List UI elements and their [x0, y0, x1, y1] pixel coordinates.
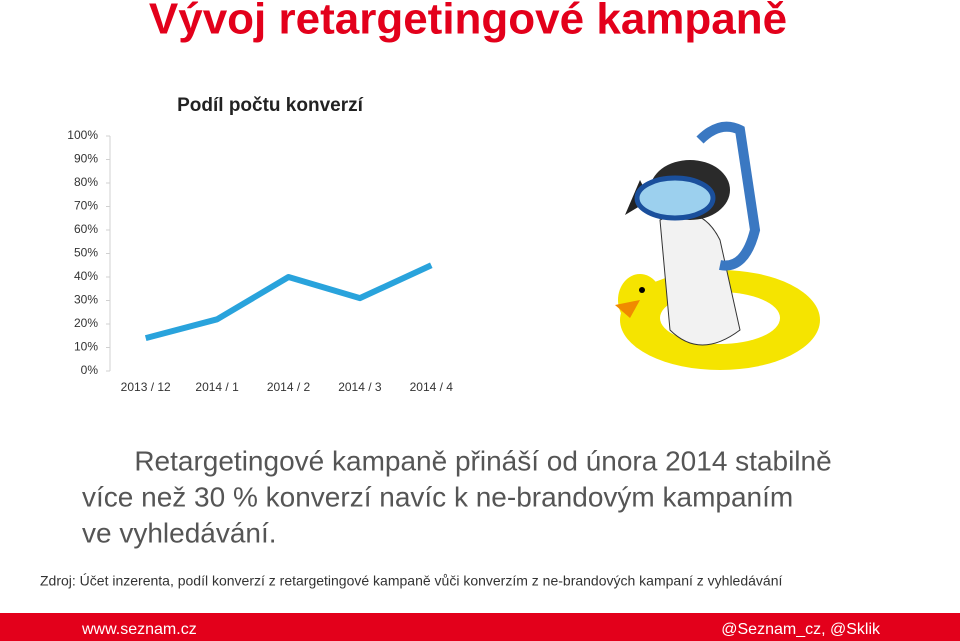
- y-tick-label: 70%: [74, 199, 98, 213]
- y-tick-label: 40%: [74, 269, 98, 283]
- x-tick-label: 2014 / 3: [338, 380, 382, 394]
- source-note: Zdroj: Účet inzerenta, podíl konverzí z …: [40, 573, 782, 589]
- body-text: Retargetingové kampaně přináší od února …: [134, 445, 831, 476]
- data-line: [144, 262, 433, 342]
- y-tick-label: 50%: [74, 246, 98, 260]
- y-tick-label: 0%: [81, 363, 99, 377]
- body-text: ve vyhledávání.: [82, 517, 277, 548]
- body-text: více než 30 % konverzí navíc k ne-brando…: [82, 481, 793, 512]
- y-tick-label: 90%: [74, 152, 98, 166]
- y-tick-label: 100%: [67, 128, 98, 142]
- y-tick-label: 80%: [74, 175, 98, 189]
- slide-title: Vývoj retargetingové kampaně: [149, 0, 787, 44]
- footer-bar: [0, 613, 960, 641]
- y-tick-label: 30%: [74, 293, 98, 307]
- x-tick-label: 2014 / 1: [195, 380, 239, 394]
- y-tick-label: 20%: [74, 316, 98, 330]
- y-tick-label: 10%: [74, 340, 98, 354]
- y-tick-label: 60%: [74, 222, 98, 236]
- x-tick-label: 2014 / 2: [267, 380, 311, 394]
- footer-link[interactable]: www.seznam.cz: [81, 621, 197, 638]
- dog-illustration: [615, 121, 820, 370]
- x-tick-label: 2014 / 4: [410, 380, 454, 394]
- x-tick-label: 2013 / 12: [121, 380, 171, 394]
- footer-handles: @Seznam_cz, @Sklik: [721, 621, 881, 638]
- chart-title: Podíl počtu konverzí: [177, 95, 364, 116]
